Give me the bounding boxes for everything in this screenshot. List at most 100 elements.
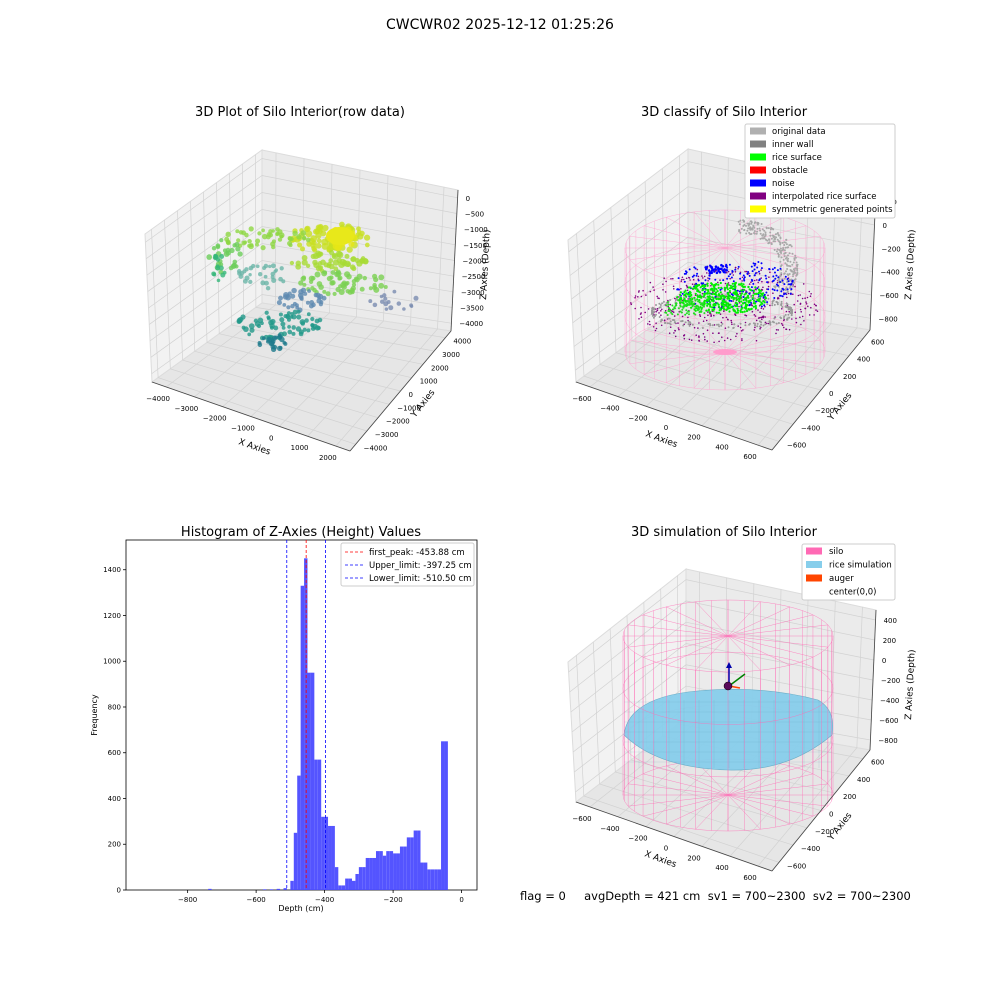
rice-surface-point [698,301,701,304]
original-point [786,290,789,293]
interpolated-point [678,328,680,331]
interpolated-point [758,272,761,275]
original-point [789,260,792,263]
interpolated-point [683,337,686,340]
interpolated-point [794,285,796,288]
interpolated-point [810,293,812,295]
interpolated-point [673,332,675,334]
interpolated-point [707,314,709,317]
interpolated-point [802,283,805,285]
raw-point [257,340,262,345]
rice-surface-point [706,304,709,307]
hist-bar [331,825,335,890]
raw-point [248,226,254,232]
interpolated-point [748,272,750,275]
original-point [785,238,788,241]
interpolated-point [664,291,667,293]
noise-point [696,272,699,275]
noise-point [758,278,761,281]
hist-bar [307,672,311,890]
raw-point [303,291,308,296]
rice-surface-point [739,310,742,313]
raw-point [277,237,283,242]
original-point [785,270,787,273]
rice-surface-point [703,299,706,302]
hist-bar [434,869,438,890]
interpolated-point [767,294,769,297]
interpolated-point [788,310,790,313]
noise-point [750,286,753,289]
original-point [792,275,794,278]
classify-legend-label: inner wall [772,140,813,150]
noise-point [756,266,759,269]
interpolated-point [683,323,685,326]
noise-point [676,288,679,291]
raw-point [368,299,373,304]
raw-point [304,318,309,323]
noise-point [781,295,784,298]
original-point [777,252,780,255]
rice-surface-point [733,282,737,285]
rice-surface-point [696,298,699,301]
rice-surface-point [698,311,701,314]
interpolated-point [703,275,706,278]
rice-surface-point [683,305,686,308]
raw-point [360,256,366,261]
noise-point [748,292,751,295]
raw-point [279,234,284,239]
rice-surface-point [727,293,730,296]
raw-point [277,333,282,338]
interpolated-point [805,303,808,305]
rice-surface-point [682,306,685,309]
raw-point [237,251,243,257]
interpolated-point [644,311,646,314]
noise-point [714,268,717,271]
sim-ytick: 600 [871,759,884,767]
interpolated-point [672,277,674,280]
original-point [745,224,747,227]
original-point [787,246,790,249]
hist-bar [362,867,366,890]
sim-xtick: 200 [687,854,700,862]
rice-surface-point [694,284,697,287]
rice-surface-point [741,311,744,314]
raw-xtick: −1000 [231,425,255,433]
raw-point [216,278,221,283]
classify-ztick: −800 [879,315,898,323]
raw-point [312,259,318,266]
noise-point [768,268,771,270]
rice-surface-point [713,304,716,307]
hist-title: Histogram of Z-Axies (Height) Values [181,525,421,540]
original-point [774,240,776,243]
interpolated-point [713,341,715,344]
hist-bar [413,830,418,890]
interpolated-point [670,278,672,280]
rice-surface-point [665,304,668,307]
rice-surface-point [726,288,730,291]
interpolated-point [744,314,746,316]
rice-surface-point [698,291,702,294]
raw-point [279,336,285,343]
raw-point [261,336,266,341]
hist-bar [338,885,342,890]
classify-ytick: 400 [857,356,870,364]
hist-bar [375,851,380,890]
rice-surface-point [728,310,731,313]
raw-3d-axes: −4000−3000−2000−1000010002000−4000−3000−… [144,149,493,462]
noise-point [755,300,758,303]
hist-bar [427,869,431,890]
original-point [779,265,782,268]
classify-legend-label: interpolated rice surface [772,192,877,202]
rice-surface-point [738,295,741,298]
raw-point [305,230,313,238]
rice-surface-point [740,304,743,307]
noise-point [700,282,703,285]
interpolated-point [673,288,675,290]
interpolated-point [701,275,703,277]
interpolated-point [637,291,640,293]
interpolated-point [730,321,733,324]
rice-surface-point [743,293,746,296]
noise-point [783,283,786,286]
rice-surface-point [684,313,687,316]
classify-xtick: −600 [572,395,591,403]
